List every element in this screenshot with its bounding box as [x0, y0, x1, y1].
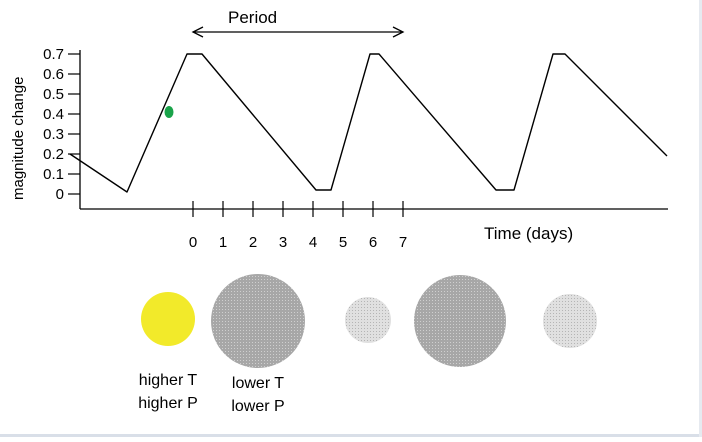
light-curve-line — [69, 53, 668, 193]
x-axis-ticks: 0 1 2 3 4 5 6 7 — [189, 201, 407, 251]
period-annotation — [191, 26, 405, 38]
star-small-dim — [345, 297, 391, 343]
x-tick-label: 2 — [249, 234, 257, 251]
star-small-dim — [543, 294, 597, 348]
period-arrow-left-head — [191, 26, 204, 38]
y-tick-label: 0.5 — [43, 86, 64, 103]
star-cool-large — [211, 274, 305, 368]
period-label: Period — [228, 8, 277, 27]
y-tick-label: 0.2 — [43, 146, 64, 163]
x-tick-label: 7 — [399, 234, 407, 251]
x-tick-label: 6 — [369, 234, 377, 251]
star-label-line: higher P — [138, 395, 198, 412]
series-group — [69, 53, 668, 193]
x-tick-label: 1 — [219, 234, 227, 251]
star-cool-large — [414, 275, 506, 367]
star-states: higher T higher P lower T lower P — [138, 274, 597, 415]
star-label-line: higher T — [139, 372, 198, 389]
y-tick-label: 0.1 — [43, 166, 64, 183]
x-tick-label: 0 — [189, 234, 197, 251]
x-tick-label: 4 — [309, 234, 317, 251]
y-tick-label: 0.7 — [43, 46, 64, 63]
period-arrow-right-head — [392, 26, 405, 38]
current-phase-marker — [164, 106, 174, 118]
star-label-line: lower T — [232, 375, 284, 392]
bottom-border — [0, 434, 702, 437]
y-tick-label: 0 — [56, 186, 64, 203]
x-tick-label: 5 — [339, 234, 347, 251]
x-axis-label: Time (days) — [484, 224, 573, 243]
star-hot-yellow — [141, 292, 195, 346]
y-tick-label: 0.4 — [43, 106, 64, 123]
y-tick-label: 0.6 — [43, 66, 64, 83]
x-tick-label: 3 — [279, 234, 287, 251]
right-border — [699, 0, 702, 437]
y-axis-label: magnitude change — [10, 77, 27, 200]
y-tick-label: 0.3 — [43, 126, 64, 143]
axes — [79, 50, 668, 210]
star-label-line: lower P — [231, 398, 284, 415]
y-axis-ticks: 0 0.1 0.2 0.3 0.4 0.5 0.6 0.7 — [43, 46, 80, 203]
